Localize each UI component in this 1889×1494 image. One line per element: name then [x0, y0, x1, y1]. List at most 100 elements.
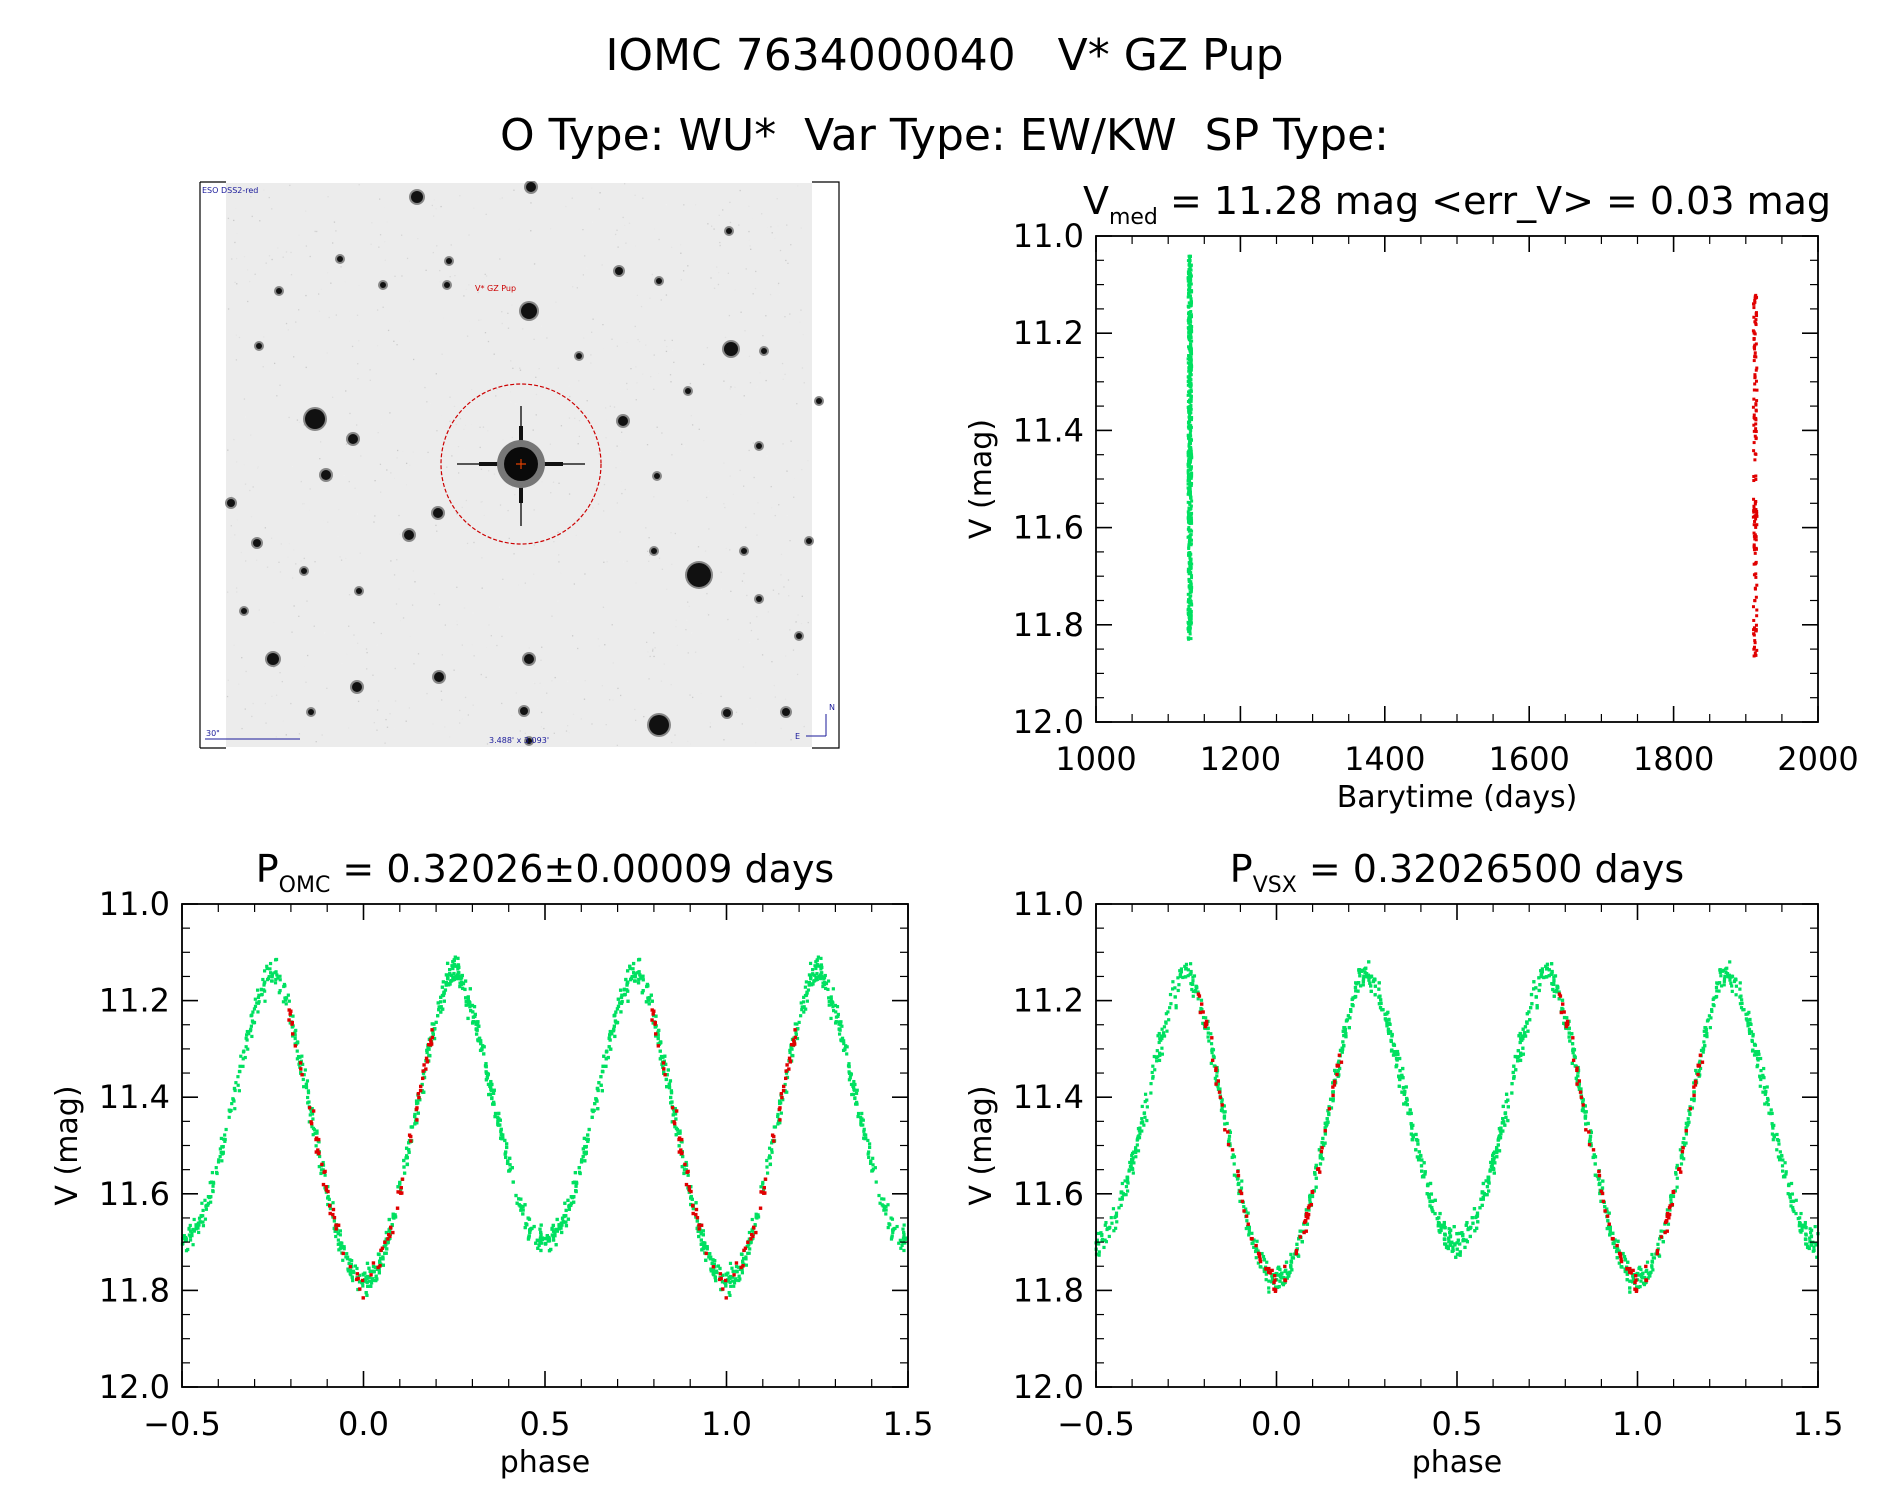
data-point	[383, 1244, 387, 1248]
data-point	[1754, 422, 1758, 426]
data-point	[1526, 1029, 1530, 1033]
data-point	[450, 964, 454, 968]
data-point	[1605, 1214, 1609, 1219]
data-point	[1274, 1271, 1278, 1276]
data-point	[1267, 1279, 1271, 1283]
data-point	[1393, 1051, 1397, 1055]
data-point	[1187, 442, 1191, 446]
data-point	[620, 1000, 624, 1004]
data-point	[479, 1041, 483, 1046]
data-point	[1726, 974, 1730, 978]
data-point	[1576, 1065, 1580, 1070]
data-point	[1423, 1170, 1427, 1174]
data-point	[1425, 1192, 1429, 1196]
data-point	[1189, 383, 1193, 387]
data-point	[1189, 617, 1193, 621]
data-point	[1189, 557, 1193, 561]
data-point	[1289, 1265, 1293, 1269]
data-point	[596, 1088, 600, 1093]
data-point	[1186, 968, 1190, 972]
data-point	[1190, 521, 1194, 525]
data-point	[1397, 1084, 1401, 1088]
data-point	[1512, 1075, 1516, 1079]
data-point	[1188, 596, 1192, 600]
data-point	[374, 1278, 378, 1283]
data-point	[564, 1224, 569, 1228]
data-point	[1463, 1245, 1467, 1250]
data-point	[196, 1226, 200, 1230]
data-point	[608, 1033, 612, 1037]
data-point	[1189, 601, 1193, 605]
data-point	[1748, 1022, 1752, 1026]
data-point	[413, 1120, 418, 1124]
y-axis-label: V (mag)	[50, 1085, 85, 1205]
data-point	[1160, 1046, 1164, 1050]
data-point	[252, 1007, 257, 1011]
data-point	[1540, 967, 1545, 971]
data-point	[714, 1278, 718, 1283]
data-point	[1433, 1211, 1437, 1216]
data-point	[1298, 1229, 1302, 1233]
data-point	[1628, 1270, 1633, 1274]
data-point	[1188, 400, 1192, 404]
data-point	[484, 1065, 488, 1069]
data-point	[847, 1062, 851, 1066]
data-point	[497, 1117, 501, 1121]
data-point	[1753, 345, 1757, 349]
data-point	[840, 1036, 845, 1040]
data-point	[889, 1237, 894, 1241]
data-point	[479, 1039, 483, 1043]
data-point	[1240, 1179, 1244, 1183]
data-point	[1426, 1182, 1430, 1186]
data-point	[871, 1163, 875, 1167]
data-point	[1529, 1006, 1533, 1010]
data-point	[1762, 1086, 1767, 1090]
data-point	[477, 1024, 481, 1028]
x-tick-label: 1200	[1200, 740, 1281, 778]
data-point	[490, 1102, 495, 1106]
data-point	[680, 1165, 684, 1169]
data-point	[1789, 1181, 1794, 1186]
data-point	[1428, 1204, 1432, 1208]
data-point	[1308, 1193, 1312, 1198]
data-point	[1499, 1126, 1503, 1130]
data-point	[1100, 1237, 1105, 1242]
data-point	[422, 1069, 427, 1073]
data-point	[698, 1223, 702, 1227]
data-point	[1145, 1098, 1149, 1102]
data-point	[795, 1036, 800, 1041]
data-point	[1626, 1260, 1630, 1264]
data-point	[1295, 1247, 1299, 1251]
data-point	[595, 1087, 600, 1091]
data-point	[1189, 358, 1193, 362]
data-point	[560, 1223, 564, 1227]
data-point	[187, 1227, 191, 1231]
data-point	[711, 1272, 715, 1276]
data-point	[678, 1131, 682, 1135]
data-point	[632, 971, 636, 975]
data-point	[1135, 1137, 1140, 1141]
data-point	[751, 1234, 755, 1239]
data-point	[1570, 1042, 1575, 1046]
data-point	[1755, 314, 1759, 318]
data-point	[788, 1050, 792, 1055]
data-point	[1564, 1026, 1568, 1030]
data-point	[694, 1212, 698, 1217]
data-point	[799, 1014, 803, 1018]
data-point	[618, 1001, 622, 1005]
data-point	[705, 1245, 709, 1249]
data-point	[1189, 325, 1193, 329]
data-point	[574, 1180, 578, 1184]
data-point	[1615, 1244, 1619, 1248]
data-point	[1262, 1258, 1267, 1262]
data-point	[527, 1217, 532, 1221]
data-point	[785, 1075, 790, 1080]
data-point	[492, 1102, 496, 1106]
data-point	[471, 1020, 475, 1024]
x-tick-label: 0.5	[520, 1405, 571, 1443]
data-point	[660, 1062, 664, 1066]
data-point	[538, 1227, 542, 1231]
data-point	[539, 1239, 543, 1243]
data-point	[1377, 995, 1381, 999]
data-point	[269, 971, 273, 975]
